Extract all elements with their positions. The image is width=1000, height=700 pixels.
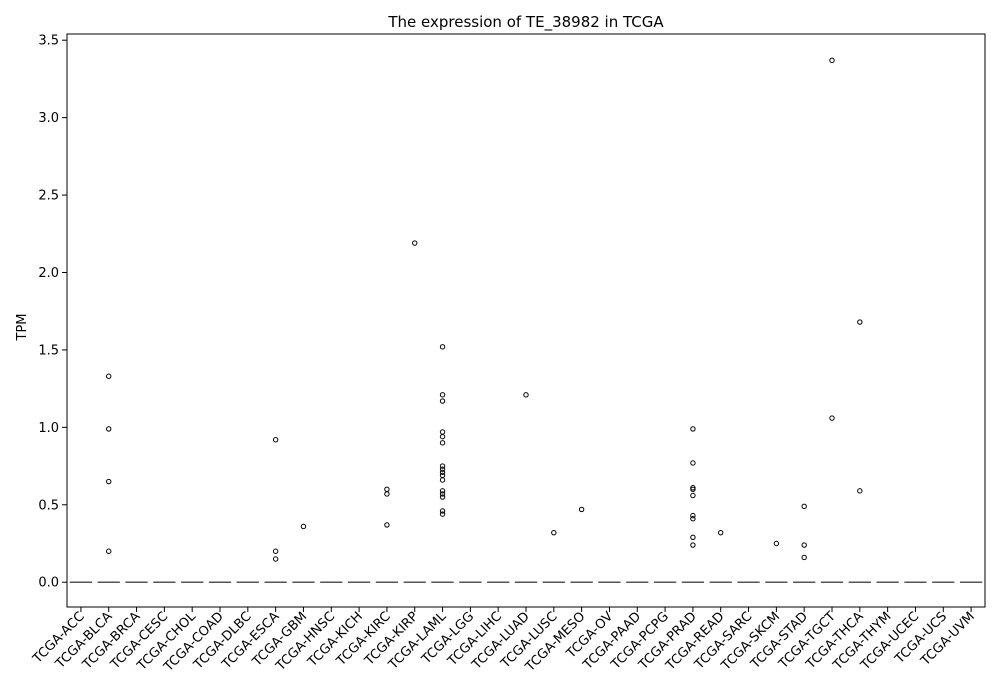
outlier-point [439,477,446,483]
outlier-point [718,529,724,536]
outlier-point [439,491,446,497]
outlier-point [384,491,390,497]
outlier-point [690,512,696,519]
plot-frame [66,33,986,608]
y-tick-label: 1.0 [38,421,59,436]
y-tick-label: 0.0 [38,576,59,591]
outlier-point [578,506,585,513]
outlier-point [829,57,835,64]
outlier-point [523,392,529,398]
outlier-point [690,460,696,466]
chart-title: The expression of TE_38982 in TCGA [387,13,664,32]
outlier-point [412,240,418,246]
outlier-point [106,373,112,379]
outlier-point [384,486,390,493]
outlier-point [439,463,446,469]
y-tick-label: 3.0 [38,111,59,126]
y-tick-label: 0.5 [38,498,59,513]
outlier-point [551,529,557,536]
outlier-point [690,486,696,493]
y-axis-label: TPM [15,314,30,342]
outlier-point [272,437,279,443]
outlier-point [439,511,446,517]
outlier-point [801,554,807,561]
outlier-point [439,472,446,479]
outlier-point [272,556,279,562]
outlier-point [439,440,446,446]
outlier-point [439,392,446,398]
outlier-point [690,426,696,432]
outlier-point [857,488,863,494]
outlier-point [106,548,112,554]
outlier-point [439,488,446,494]
outlier-point [801,503,807,510]
outlier-point [439,433,446,440]
outlier-point [801,542,807,548]
y-tick-label: 2.5 [38,189,59,204]
outlier-point [272,548,279,554]
y-tick-label: 2.0 [38,266,59,281]
outlier-point [384,522,390,528]
outlier-point [439,466,446,472]
outlier-point [690,516,696,522]
outlier-point [857,319,863,325]
outlier-point [690,534,696,541]
outlier-point [300,523,307,530]
outlier-point [439,398,446,404]
outlier-point [773,540,780,547]
outlier-point [690,492,696,499]
outlier-point [439,429,446,435]
outlier-point [439,494,446,500]
outlier-point [106,426,112,432]
outlier-point [829,415,835,421]
y-tick-label: 3.5 [38,34,59,49]
outlier-point [690,542,696,548]
outlier-point [439,469,446,475]
outlier-point [439,508,446,514]
outlier-point [106,478,112,485]
y-tick-label: 1.5 [38,343,59,358]
plot-area: 0.00.51.01.52.02.53.03.5TCGA-ACCTCGA-BLC… [30,33,986,675]
outlier-point [439,344,446,350]
